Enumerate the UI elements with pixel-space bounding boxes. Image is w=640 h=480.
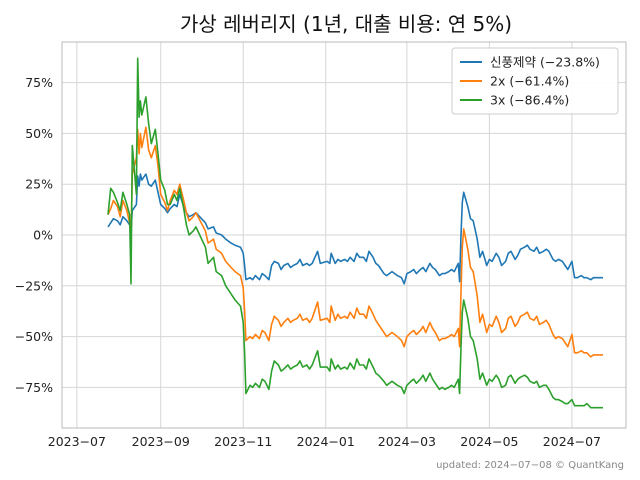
- series-layer: [107, 57, 603, 409]
- legend-label: 신풍제약 (−23.8%): [490, 55, 600, 70]
- series-line-1: [107, 173, 603, 285]
- y-tick-label: 25%: [25, 177, 53, 192]
- y-tick-label: 0%: [33, 228, 53, 243]
- y-tick-label: 75%: [25, 75, 53, 90]
- x-tick-label: 2023−07: [48, 434, 106, 449]
- x-tick-label: 2024−05: [460, 434, 518, 449]
- chart-title: 가상 레버리지 (1년, 대출 비용: 연 5%): [180, 12, 512, 36]
- legend-label: 3x (−86.4%): [490, 93, 569, 108]
- y-tick-label: −50%: [15, 329, 53, 344]
- footer-credit: updated: 2024−07−08 © QuantKang: [436, 460, 624, 471]
- series-line-3: [107, 57, 603, 409]
- y-axis-ticks: −75% −50% −25% 0% 25% 50% 75%: [15, 75, 53, 395]
- x-tick-label: 2023−09: [132, 434, 190, 449]
- y-tick-label: −75%: [15, 380, 53, 395]
- y-tick-label: −25%: [15, 278, 53, 293]
- x-tick-label: 2024−07: [543, 434, 601, 449]
- legend: 신풍제약 (−23.8%) 2x (−61.4%) 3x (−86.4%): [451, 47, 619, 115]
- legend-box: [451, 47, 619, 115]
- x-axis-ticks: 2023−07 2023−09 2023−11 2024−01 2024−03 2024−…: [48, 434, 601, 449]
- plot-frame: [61, 41, 627, 429]
- x-tick-label: 2024−03: [378, 434, 436, 449]
- series-line-2: [107, 126, 603, 358]
- y-tick-label: 50%: [25, 126, 53, 141]
- x-tick-label: 2024−01: [297, 434, 355, 449]
- x-tick-label: 2023−11: [214, 434, 272, 449]
- legend-label: 2x (−61.4%): [490, 74, 569, 89]
